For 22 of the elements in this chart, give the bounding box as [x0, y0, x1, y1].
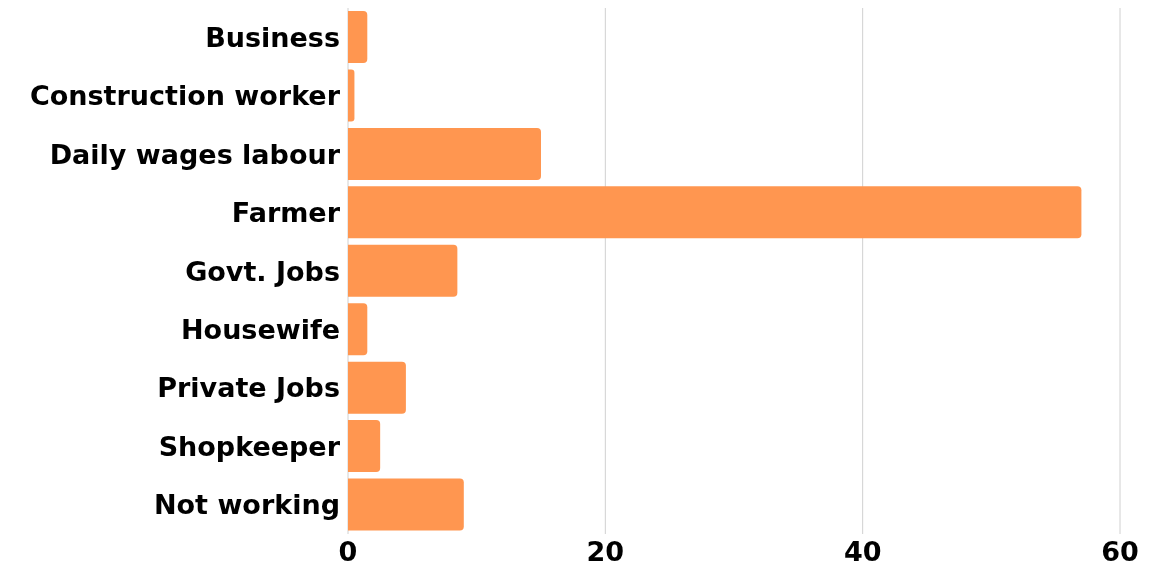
x-tick-label: 20 — [586, 536, 625, 568]
x-tick-label: 0 — [338, 536, 358, 568]
y-tick-label: Govt. Jobs — [185, 255, 340, 287]
x-tick-label: 40 — [843, 536, 882, 568]
y-tick-label: Business — [205, 21, 340, 53]
bar — [348, 11, 368, 63]
bar — [348, 361, 406, 414]
bar — [348, 244, 458, 297]
y-tick-label: Shopkeeper — [158, 430, 341, 462]
bar — [348, 127, 541, 180]
y-tick-label: Daily wages labour — [49, 138, 341, 170]
bar — [348, 186, 1082, 239]
bar — [348, 420, 381, 473]
y-tick-label: Farmer — [231, 197, 341, 229]
bar — [348, 69, 355, 122]
y-tick-label: Private Jobs — [157, 372, 340, 404]
y-tick-label: Not working — [153, 489, 340, 521]
bar — [348, 303, 368, 356]
y-tick-label: Construction worker — [29, 80, 341, 112]
x-tick-label: 60 — [1101, 536, 1139, 568]
bar — [348, 478, 464, 531]
y-tick-label: Housewife — [180, 314, 340, 346]
